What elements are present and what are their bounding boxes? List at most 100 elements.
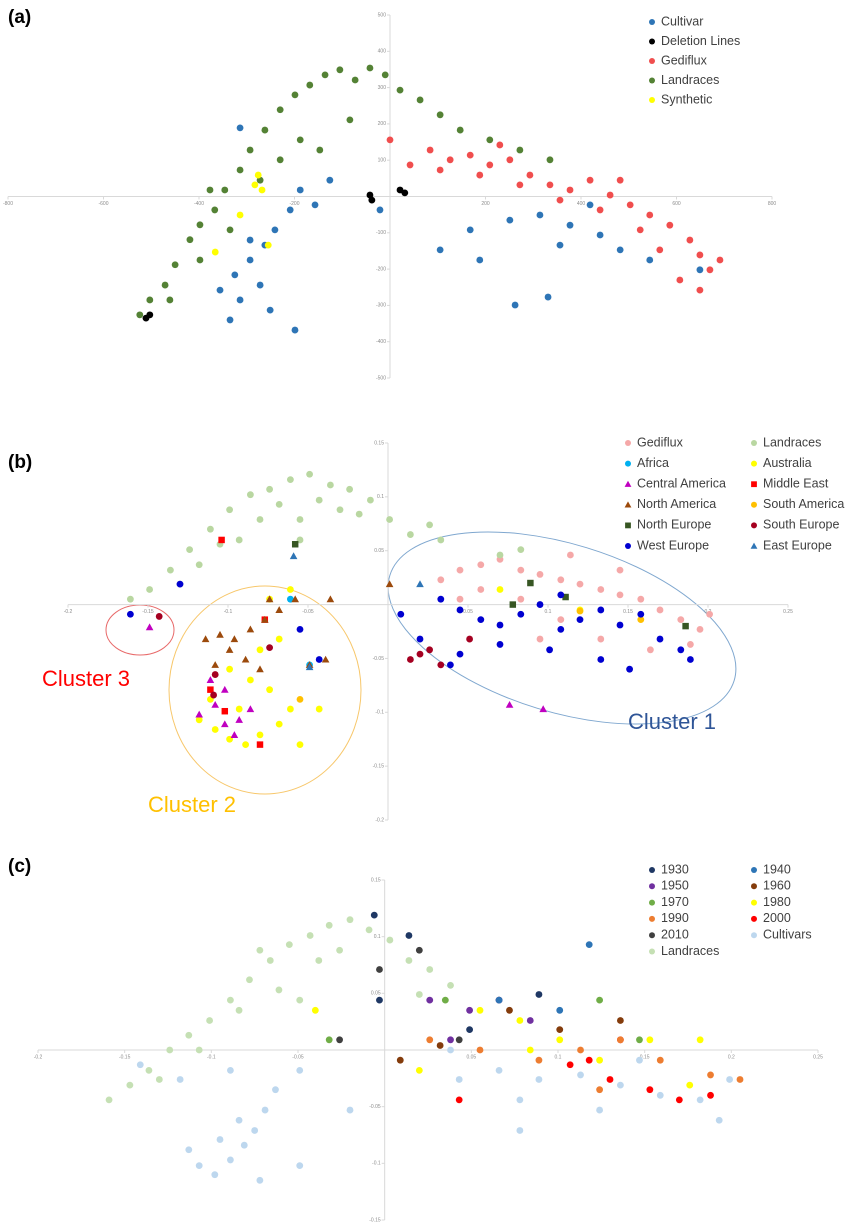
- point: [637, 616, 645, 624]
- point: [455, 1096, 463, 1104]
- point: [696, 266, 704, 274]
- point: [386, 136, 394, 144]
- point: [207, 525, 214, 533]
- point: [476, 171, 484, 179]
- point: [567, 551, 574, 559]
- point: [186, 236, 194, 244]
- point: [236, 211, 244, 219]
- legend-marker: [625, 522, 631, 529]
- y-tick-label: -0.05: [373, 656, 385, 662]
- annotation: Cluster 1: [628, 709, 716, 734]
- point: [321, 71, 329, 79]
- point: [327, 481, 334, 489]
- point: [447, 1046, 454, 1054]
- point: [447, 1036, 454, 1044]
- point: [516, 146, 524, 154]
- point: [286, 206, 294, 214]
- point: [196, 256, 204, 264]
- y-tick-label: -0.2: [375, 817, 384, 823]
- point: [236, 166, 244, 174]
- point: [539, 705, 547, 713]
- point: [516, 1127, 524, 1134]
- point: [646, 1086, 654, 1094]
- point: [275, 500, 283, 508]
- point: [235, 1006, 243, 1014]
- point: [246, 236, 254, 244]
- point: [266, 644, 273, 652]
- point: [397, 610, 405, 618]
- point: [617, 1017, 624, 1024]
- point: [221, 707, 229, 715]
- y-tick-label: 0.15: [374, 440, 384, 446]
- point: [256, 946, 264, 954]
- legend-label: 1930: [661, 862, 689, 876]
- point: [368, 196, 376, 204]
- point: [256, 516, 264, 523]
- point: [436, 166, 444, 174]
- point: [511, 301, 519, 309]
- point: [251, 1127, 259, 1134]
- point: [386, 516, 393, 523]
- point: [296, 136, 304, 144]
- point: [706, 610, 713, 618]
- point: [211, 700, 219, 708]
- point: [287, 595, 294, 603]
- point: [145, 1067, 153, 1074]
- panel-title: (b): [8, 452, 32, 473]
- y-tick-label: 0.1: [374, 934, 381, 940]
- y-tick-label: -0.1: [375, 710, 384, 716]
- x-tick-label: -0.05: [292, 1054, 304, 1060]
- x-tick-label: -800: [3, 201, 13, 207]
- point: [656, 1091, 664, 1099]
- point: [477, 561, 485, 569]
- point: [636, 1056, 643, 1064]
- x-tick-label: 0.05: [463, 609, 473, 615]
- point: [161, 281, 169, 289]
- y-tick-label: 500: [378, 12, 387, 18]
- x-tick-label: -0.1: [207, 1054, 216, 1060]
- point: [296, 741, 304, 748]
- x-tick-label: 600: [672, 201, 681, 207]
- point: [597, 586, 605, 593]
- legend-label: East Europe: [763, 538, 832, 552]
- point: [346, 116, 354, 124]
- point: [256, 665, 264, 673]
- point: [211, 1171, 219, 1179]
- point: [246, 976, 253, 984]
- point: [381, 71, 389, 79]
- point: [256, 646, 264, 654]
- point: [536, 601, 544, 608]
- legend-label: Cultivar: [661, 14, 703, 28]
- point: [231, 271, 239, 279]
- point: [325, 921, 333, 929]
- point: [696, 1096, 704, 1104]
- point: [405, 957, 413, 964]
- point: [396, 86, 404, 94]
- point: [557, 616, 565, 624]
- point: [566, 186, 574, 194]
- panel-title: (a): [8, 7, 31, 28]
- point: [261, 1106, 269, 1114]
- point: [276, 156, 284, 164]
- point: [195, 561, 203, 569]
- point: [201, 635, 210, 643]
- point: [677, 646, 685, 654]
- point: [235, 716, 243, 723]
- point: [366, 64, 374, 72]
- point: [517, 595, 525, 603]
- point: [436, 246, 444, 254]
- legend-label: North Europe: [637, 518, 711, 532]
- point: [416, 580, 424, 588]
- legend-label: Deletion Lines: [661, 34, 740, 48]
- point: [176, 1076, 184, 1083]
- legend-marker: [751, 915, 757, 922]
- legend-label: 1990: [661, 911, 689, 925]
- x-tick-label: -0.1: [224, 609, 233, 615]
- point: [166, 296, 174, 304]
- point: [426, 1036, 434, 1044]
- point: [516, 1017, 524, 1024]
- point: [495, 1067, 503, 1074]
- point: [647, 646, 654, 654]
- legend-marker: [649, 867, 655, 873]
